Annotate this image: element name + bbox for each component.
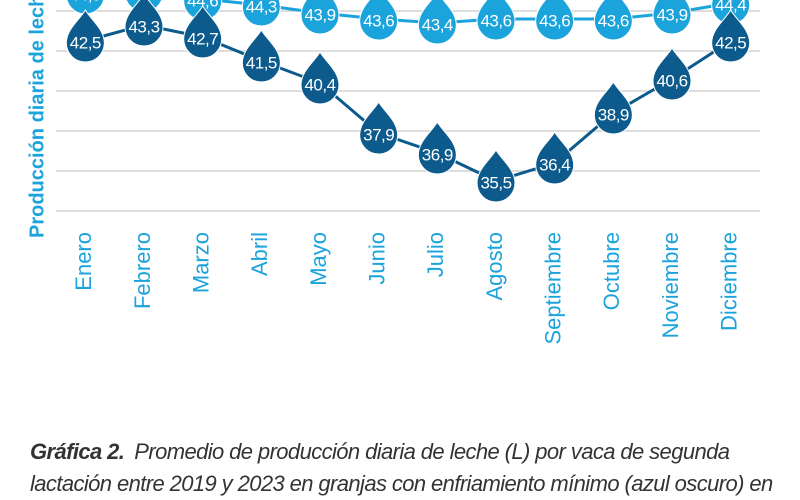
- data-label: 43,6: [539, 11, 570, 30]
- data-label: 44,6: [187, 0, 218, 10]
- drop-marker: [711, 8, 751, 63]
- drop-marker: [359, 0, 399, 41]
- data-label: 43,6: [598, 11, 629, 30]
- drop-marker: [535, 130, 575, 185]
- x-tick-label: Mayo: [306, 232, 331, 286]
- x-tick-label: Junio: [364, 232, 389, 285]
- drop-marker: [241, 0, 281, 27]
- chart: Producción diaria de leche (L) Enero Febr…: [26, 0, 760, 345]
- drop-marker: [535, 0, 575, 41]
- data-label: 43,3: [128, 17, 159, 36]
- caption: Gráfica 2. Promedio de producción diaria …: [30, 436, 790, 500]
- drop-marker: [652, 0, 692, 35]
- data-label: 36,9: [422, 145, 453, 164]
- x-tick-label: Marzo: [188, 232, 213, 293]
- series-line: [84, 23, 732, 183]
- x-tick-label: Julio: [423, 232, 448, 277]
- data-label: 42,5: [70, 33, 101, 52]
- drop-marker: [183, 4, 223, 59]
- drop-marker: [359, 100, 399, 155]
- drop-marker: [241, 28, 281, 83]
- x-tick-label: Diciembre: [716, 232, 741, 331]
- x-tick-label: Febrero: [130, 232, 155, 309]
- data-label: 42,7: [187, 29, 218, 48]
- caption-text: Promedio de producción diaria de leche (…: [30, 439, 773, 496]
- caption-label: Gráfica 2.: [30, 439, 125, 464]
- x-tick-label: Octubre: [599, 232, 624, 310]
- data-label: 43,9: [656, 5, 687, 24]
- drop-marker: [476, 148, 516, 203]
- drop-marker: [300, 0, 340, 35]
- data-label: 44,4: [715, 0, 746, 14]
- data-label: 42,5: [715, 33, 746, 52]
- y-axis-label: Producción diaria de leche (L): [26, 0, 48, 238]
- data-label: 36,4: [539, 155, 570, 174]
- data-label: 44,9: [70, 0, 101, 4]
- data-label: 37,9: [363, 125, 394, 144]
- x-tick-label: Noviembre: [658, 232, 683, 338]
- drop-marker: [593, 0, 633, 41]
- x-tick-label: Agosto: [482, 232, 507, 301]
- data-label: 43,9: [304, 5, 335, 24]
- drop-marker: [65, 8, 105, 63]
- data-label: 35,5: [480, 173, 511, 192]
- x-tick-label: Enero: [71, 232, 96, 291]
- data-label: 40,6: [656, 71, 687, 90]
- x-tick-label: Septiembre: [540, 232, 565, 345]
- data-label: 38,9: [598, 105, 629, 124]
- x-tick-label: Abril: [247, 232, 272, 276]
- data-label: 43,4: [422, 15, 453, 34]
- drop-marker: [417, 120, 457, 175]
- drop-marker: [593, 80, 633, 135]
- data-label: 44,3: [246, 0, 277, 16]
- data-label: 40,4: [304, 75, 335, 94]
- drop-marker: [417, 0, 457, 45]
- drop-marker: [124, 0, 164, 47]
- data-label: 43,6: [363, 11, 394, 30]
- data-label: 43,6: [480, 11, 511, 30]
- data-label: 41,5: [246, 53, 277, 72]
- drop-marker: [300, 50, 340, 105]
- drop-marker: [652, 46, 692, 101]
- drop-marker: [476, 0, 516, 41]
